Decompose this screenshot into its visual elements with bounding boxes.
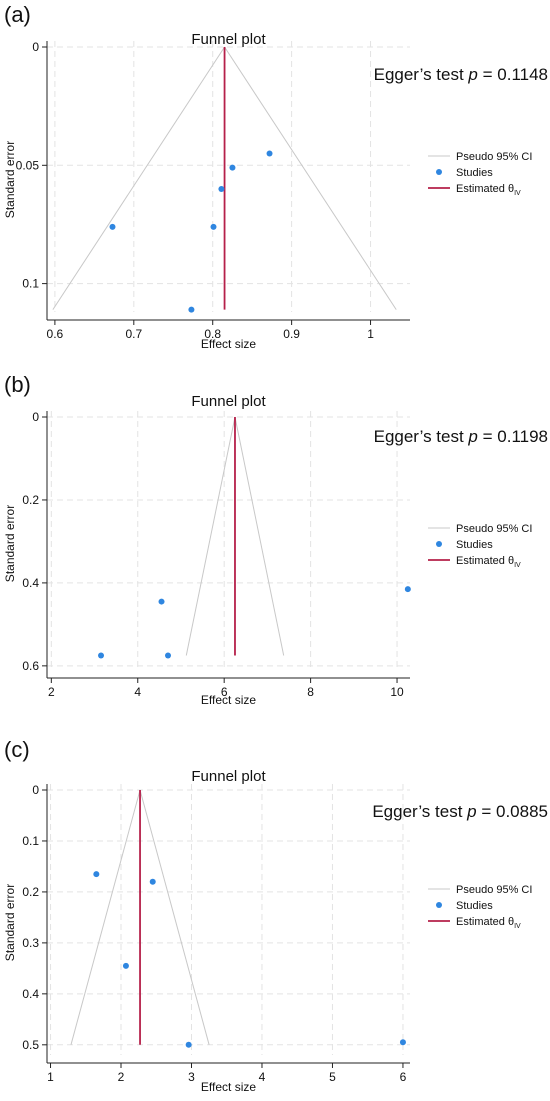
study-point	[122, 962, 129, 969]
egger-prefix: Egger’s test	[374, 65, 469, 84]
y-tick-label: 0	[32, 40, 39, 54]
legend-studies-label: Studies	[456, 900, 493, 912]
funnel-panel-a: (a) 0.6 0.7 0.8 0.9 1 0 0.05 0.1 Funnel plot Effe…	[0, 0, 550, 360]
legend-studies-label: Studies	[456, 539, 493, 551]
y-tick-label: 0.5	[22, 1038, 39, 1052]
legend-ci-label: Pseudo 95% CI	[456, 523, 532, 535]
egger-test-annotation: Egger’s test p = 0.0885	[372, 802, 548, 821]
study-point	[109, 223, 116, 230]
y-tick-label: 0.1	[22, 277, 39, 291]
panel-label: (a)	[4, 2, 31, 27]
egger-value: = 0.0885	[477, 802, 548, 821]
x-tick-label: 2	[118, 1070, 125, 1084]
y-axis-label: Standard error	[3, 884, 17, 961]
funnel-panel-c: (c) 1 2 3 4 5 6 0 0.1 0.2 0.3 0.4 0.5 Funnel plot Eff…	[0, 735, 550, 1101]
egger-prefix: Egger’s test	[374, 427, 469, 446]
funnel-chart-b: 2 4 6 8 10 0 0.2 0.4 0.6 Funnel plot Effect size St…	[3, 393, 548, 707]
legend-estimate-label: Estimated θIV	[456, 555, 521, 569]
y-tick-label: 0.4	[22, 987, 39, 1001]
ci-line-left	[70, 789, 141, 1045]
y-tick-label: 0.2	[22, 493, 39, 507]
legend-studies-label: Studies	[456, 167, 493, 179]
legend-estimate-text: Estimated θ	[456, 916, 514, 928]
legend-studies-swatch	[436, 169, 442, 175]
y-tick-label: 0	[32, 783, 39, 797]
study-point	[149, 878, 156, 885]
egger-value: = 0.1148	[478, 65, 548, 84]
legend-studies-swatch	[436, 541, 442, 547]
legend-ci-label: Pseudo 95% CI	[456, 884, 532, 896]
ci-line-left	[52, 46, 225, 310]
x-tick-label: 3	[188, 1070, 195, 1084]
x-tick-label: 1	[47, 1070, 54, 1084]
study-point	[404, 586, 411, 593]
legend-estimate-label: Estimated θIV	[456, 183, 521, 197]
y-tick-label: 0.6	[22, 659, 39, 673]
study-point	[218, 185, 225, 192]
legend-estimate-subscript: IV	[514, 190, 521, 197]
study-point	[266, 150, 273, 157]
legend-estimate-subscript: IV	[514, 562, 521, 569]
legend-estimate-text: Estimated θ	[456, 555, 514, 567]
y-tick-label: 0.1	[22, 834, 39, 848]
legend-estimate-label: Estimated θIV	[456, 916, 521, 930]
chart-title: Funnel plot	[191, 768, 266, 785]
study-point	[98, 652, 105, 659]
chart-title: Funnel plot	[191, 31, 266, 48]
ci-line-right	[224, 46, 397, 310]
legend-estimate-text: Estimated θ	[456, 183, 514, 195]
egger-value: = 0.1198	[478, 427, 548, 446]
x-axis-label: Effect size	[201, 693, 256, 707]
y-tick-label: 0.2	[22, 885, 39, 899]
legend-ci-label: Pseudo 95% CI	[456, 151, 532, 163]
y-axis-label: Standard error	[3, 505, 17, 582]
study-point	[165, 652, 171, 659]
egger-p: p	[467, 65, 477, 84]
x-tick-label: 0.9	[283, 327, 300, 341]
panel-label: (c)	[4, 737, 30, 762]
egger-test-annotation: Egger’s test p = 0.1148	[374, 65, 548, 84]
y-tick-label: 0	[32, 410, 39, 424]
x-tick-label: 0.7	[125, 327, 142, 341]
study-point	[158, 598, 165, 605]
study-point	[229, 164, 236, 171]
legend-estimate-subscript: IV	[514, 923, 521, 930]
legend-studies-swatch	[436, 902, 442, 908]
study-point	[210, 223, 217, 230]
x-tick-label: 0.8	[204, 327, 221, 341]
ci-line-right	[234, 416, 285, 656]
y-axis-label: Standard error	[3, 141, 17, 218]
x-axis-label: Effect size	[201, 1080, 256, 1094]
study-point	[188, 306, 195, 313]
egger-test-annotation: Egger’s test p = 0.1198	[374, 427, 548, 446]
egger-p: p	[466, 802, 476, 821]
x-tick-label: 6	[400, 1070, 407, 1084]
egger-p: p	[467, 427, 477, 446]
ci-line-right	[139, 789, 210, 1045]
study-point	[185, 1041, 192, 1048]
y-tick-label: 0.05	[16, 158, 40, 172]
funnel-chart-c: 1 2 3 4 5 6 0 0.1 0.2 0.3 0.4 0.5 Funnel plot Effect …	[3, 768, 548, 1094]
chart-title: Funnel plot	[191, 393, 266, 410]
study-point	[399, 1039, 406, 1046]
panel-label: (b)	[4, 372, 31, 397]
x-tick-label: 2	[48, 685, 55, 699]
y-tick-label: 0.3	[22, 936, 39, 950]
x-tick-label: 8	[307, 685, 314, 699]
x-tick-label: 5	[329, 1070, 336, 1084]
funnel-panel-b: (b) 2 4 6 8 10 0 0.2 0.4 0.6 Funnel plot Effect si…	[0, 370, 550, 730]
x-tick-label: 6	[221, 685, 228, 699]
study-point	[93, 871, 100, 878]
x-axis-label: Effect size	[201, 337, 256, 351]
funnel-chart-a: 0.6 0.7 0.8 0.9 1 0 0.05 0.1 Funnel plot Effect s…	[3, 31, 548, 351]
ci-line-left	[185, 416, 236, 656]
x-tick-label: 4	[134, 685, 141, 699]
egger-prefix: Egger’s test	[372, 802, 467, 821]
x-tick-label: 0.6	[47, 327, 64, 341]
x-tick-label: 10	[390, 685, 404, 699]
y-tick-label: 0.4	[22, 576, 39, 590]
x-tick-label: 4	[259, 1070, 266, 1084]
x-tick-label: 1	[367, 327, 374, 341]
